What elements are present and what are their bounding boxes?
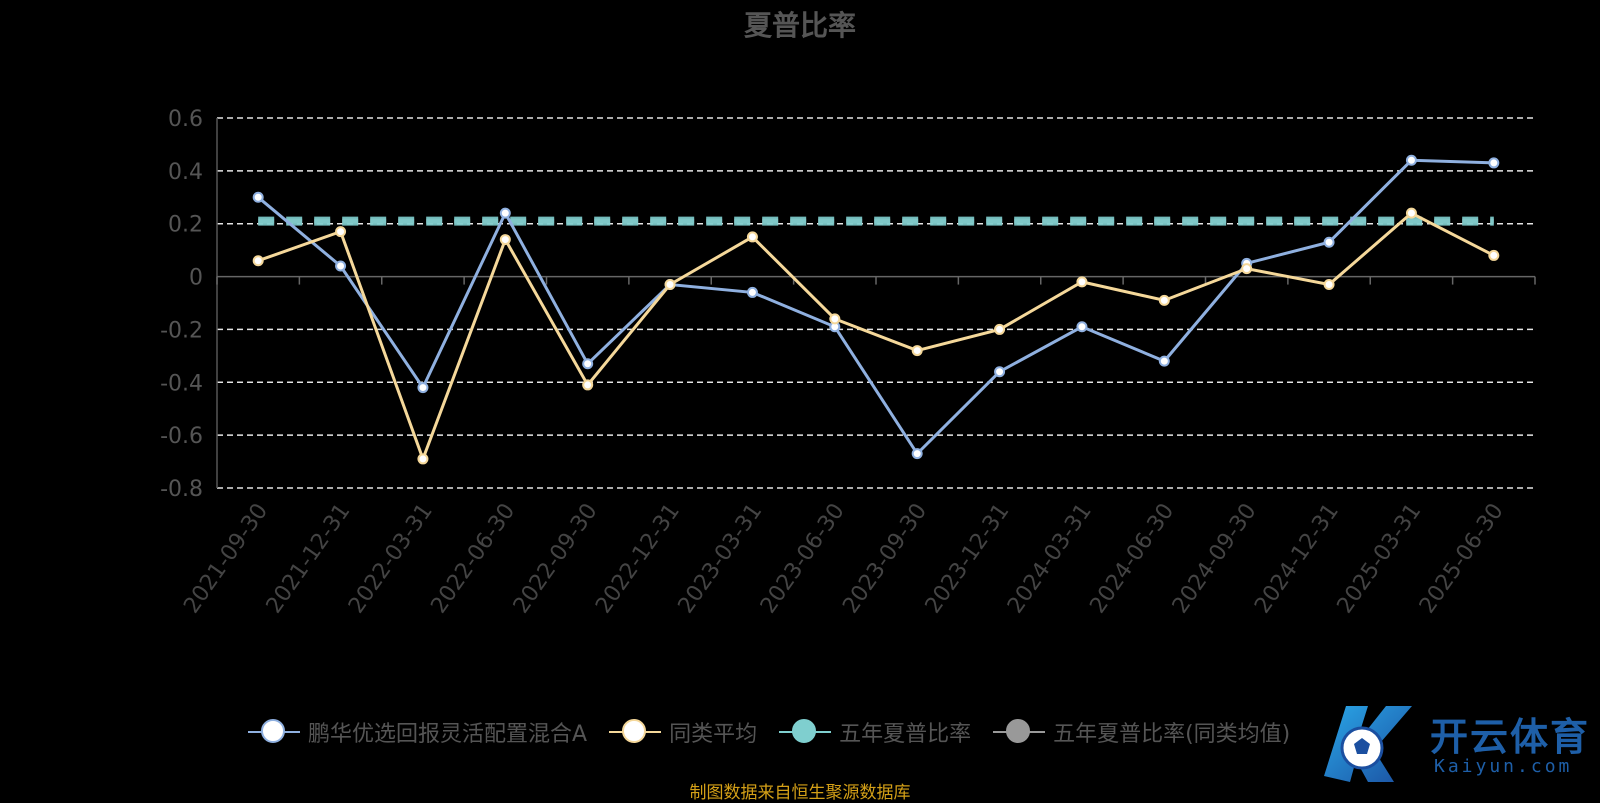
source-note: 制图数据来自恒生聚源数据库 (689, 783, 911, 803)
data-point (1158, 355, 1170, 367)
x-tick-label: 2024-09-30 (1168, 499, 1262, 618)
legend: 鹏华优选回报灵活配置混合A 同类平均 五年夏普比率 五年夏普比率(同类均值) (248, 716, 1290, 748)
data-point (335, 226, 347, 238)
data-point (994, 323, 1006, 335)
y-tick-label: -0.8 (160, 477, 203, 502)
data-point (499, 207, 511, 219)
data-point (911, 448, 923, 460)
x-tick-label: 2024-06-30 (1085, 499, 1179, 618)
x-tick-label: 2023-06-30 (756, 499, 850, 618)
data-point (1241, 263, 1253, 275)
axis-layer: 0.6 0.4 0.2 0 -0.2 -0.4 -0.6 -0.82021-09-302021… (160, 107, 1536, 618)
x-tick-label: 2023-12-31 (921, 499, 1015, 618)
data-point (335, 260, 347, 272)
data-point (417, 382, 429, 394)
x-tick-label: 2024-12-31 (1250, 499, 1344, 618)
legend-label: 五年夏普比率(同类均值) (1053, 722, 1291, 747)
chart-title: 夏普比率 (743, 9, 856, 42)
y-tick-label: 0.2 (168, 213, 203, 238)
data-point (1488, 157, 1500, 169)
watermark-brand: 开云体育 (1430, 715, 1591, 759)
data-point (499, 234, 511, 246)
x-tick-label: 2023-09-30 (838, 499, 932, 618)
legend-marker-icon (609, 718, 662, 746)
data-point (417, 453, 429, 465)
y-tick-label: 0 (189, 266, 203, 291)
x-tick-label: 2024-03-31 (1003, 499, 1097, 618)
data-point (1076, 276, 1088, 288)
x-tick-label: 2021-12-31 (262, 499, 356, 618)
data-point (664, 279, 676, 290)
data-point (994, 366, 1006, 378)
data-point (1405, 207, 1417, 219)
data-point (746, 231, 758, 243)
y-tick-label: -0.2 (160, 318, 203, 343)
legend-label: 五年夏普比率 (839, 722, 972, 747)
data-point (1488, 249, 1500, 261)
data-point (252, 191, 264, 203)
legend-item[interactable]: 同类平均 (609, 716, 757, 748)
legend-item[interactable]: 五年夏普比率(同类均值) (993, 716, 1290, 748)
data-point (582, 379, 594, 391)
data-point (911, 345, 923, 357)
y-tick-label: 0.6 (168, 107, 203, 132)
y-tick-label: 0.4 (168, 160, 203, 185)
series-layer (252, 154, 1500, 465)
data-point (252, 255, 264, 267)
x-tick-label: 2022-12-31 (591, 499, 685, 618)
x-tick-label: 2023-03-31 (674, 499, 768, 618)
legend-marker-icon (248, 718, 300, 746)
data-point (1405, 154, 1417, 166)
series-line-0 (257, 158, 1494, 457)
data-point (1158, 294, 1170, 306)
legend-item[interactable]: 鹏华优选回报灵活配置混合A (248, 716, 587, 748)
x-tick-label: 2022-03-31 (344, 499, 438, 618)
legend-label: 鹏华优选回报灵活配置混合A (308, 722, 588, 747)
series-line-1 (257, 211, 1495, 464)
kaiyun-logo-watermark (1324, 706, 1412, 782)
x-tick-label: 2025-06-30 (1415, 499, 1509, 618)
x-tick-label: 2022-09-30 (509, 499, 603, 618)
legend-label: 同类平均 (669, 722, 758, 747)
y-tick-label: -0.6 (160, 424, 203, 449)
data-point (582, 358, 594, 370)
data-point (829, 313, 841, 325)
legend-marker-icon (779, 718, 832, 746)
data-point (1323, 236, 1335, 248)
x-tick-label: 2025-03-31 (1333, 499, 1427, 618)
watermark-domain: Kaiyun.com (1434, 756, 1573, 777)
legend-item[interactable]: 五年夏普比率 (779, 716, 971, 748)
data-point (1323, 279, 1335, 290)
data-point (746, 286, 758, 298)
x-tick-label: 2021-09-30 (179, 499, 273, 618)
y-tick-label: -0.4 (160, 371, 203, 396)
x-tick-label: 2022-06-30 (426, 499, 520, 618)
legend-marker-icon (993, 718, 1046, 746)
data-point (1076, 321, 1088, 333)
